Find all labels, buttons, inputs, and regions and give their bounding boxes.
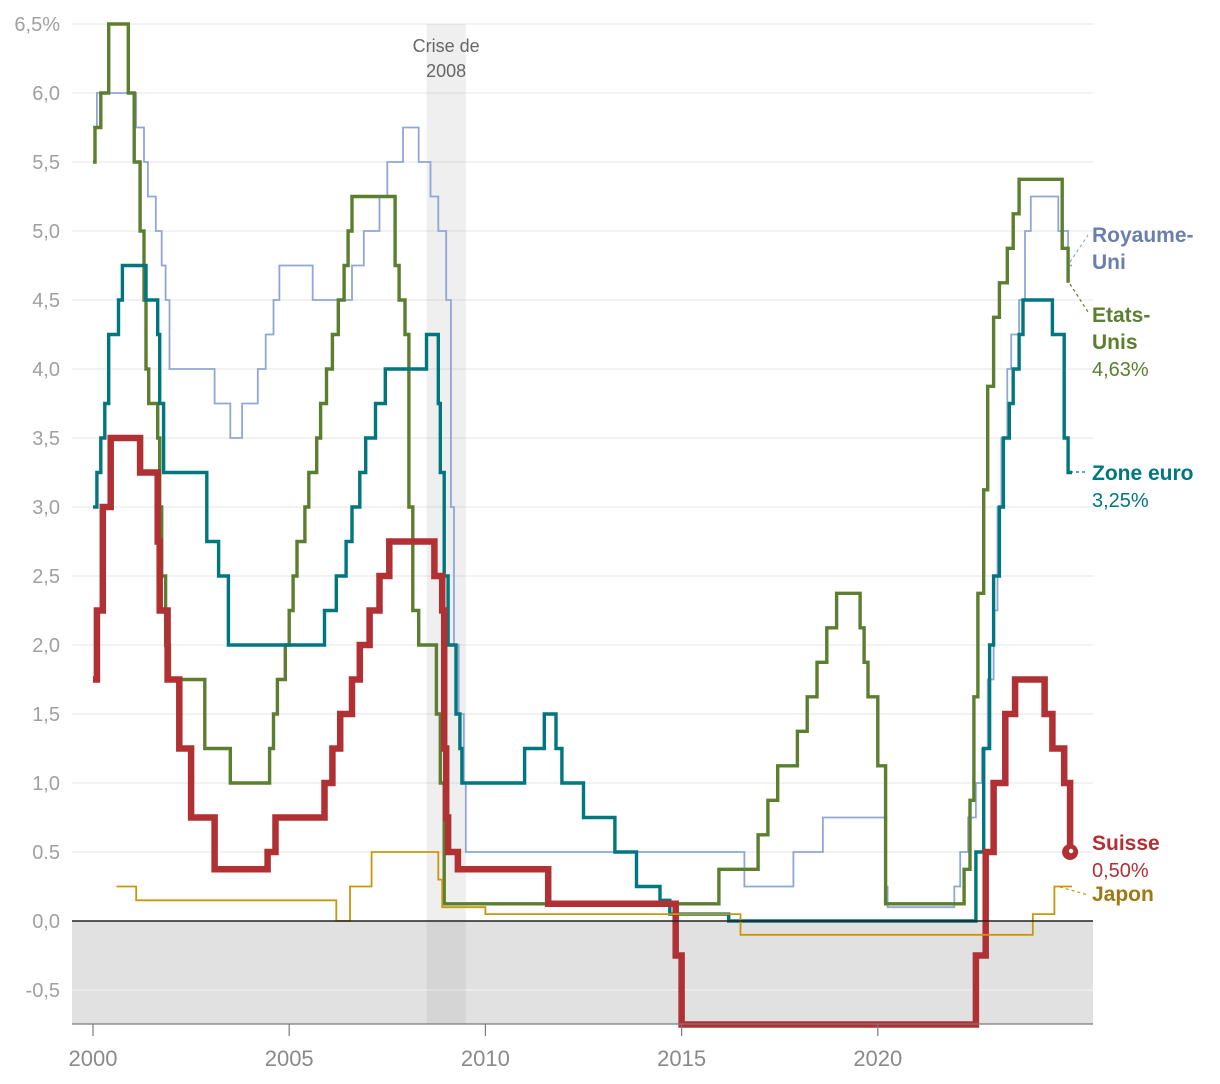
y-tick-label: 0.5 <box>32 842 60 864</box>
series-labels: Royaume- Uni Etats- Unis 4,63% Zone euro 3,25%… <box>1059 224 1194 906</box>
y-tick-label: 5,0 <box>32 221 60 243</box>
y-tick-label: 0,0 <box>32 911 60 933</box>
series-line-etats-unis <box>93 22 1070 906</box>
y-tick-label: 1,0 <box>32 773 60 795</box>
label-leader-etats-unis <box>1069 283 1089 313</box>
series-line-suisse <box>93 434 1074 1028</box>
label-leader-royaume-uni <box>1069 234 1089 263</box>
series-line-royaume-uni <box>93 92 1072 909</box>
series-lines <box>93 22 1079 1028</box>
x-tick-label: 2000 <box>69 1046 118 1071</box>
series-value-zone-euro: 3,25% <box>1092 490 1149 512</box>
series-label-royaume-uni: Royaume- <box>1092 224 1194 247</box>
series-value-etats-unis: 4,63% <box>1092 359 1149 381</box>
x-tick-label: 2010 <box>461 1046 510 1071</box>
series-label-etats-unis: Etats- <box>1092 304 1150 327</box>
y-tick-label: 4,5 <box>32 290 60 312</box>
x-tick-label: 2020 <box>853 1046 902 1071</box>
gridlines <box>72 23 1093 991</box>
crisis-label-line2: 2008 <box>426 61 466 81</box>
series-label-etats-unis: Unis <box>1092 331 1138 354</box>
crisis-2008-band <box>426 24 466 1024</box>
y-tick-label: 2,0 <box>32 635 60 657</box>
negative-zone-shading <box>72 921 1093 1024</box>
y-tick-label: 3,0 <box>32 497 60 519</box>
series-label-zone-euro: Zone euro <box>1092 462 1194 485</box>
y-tick-label: -0,5 <box>26 980 60 1002</box>
crisis-label-line1: Crise de <box>413 36 480 56</box>
y-tick-label: 4,0 <box>32 359 60 381</box>
series-line-japon <box>116 851 1072 936</box>
y-tick-label: 5,5 <box>32 152 60 174</box>
series-line-zone-euro <box>93 263 1072 923</box>
y-tick-label: 1,5 <box>32 704 60 726</box>
series-label-japon: Japon <box>1092 883 1154 906</box>
x-tick-label: 2005 <box>265 1046 314 1071</box>
y-tick-label: 2,5 <box>32 566 60 588</box>
series-label-royaume-uni: Uni <box>1092 251 1126 274</box>
x-tick-label: 2015 <box>657 1046 706 1071</box>
series-value-suisse: 0,50% <box>1092 860 1149 882</box>
series-label-suisse: Suisse <box>1092 832 1160 855</box>
label-leader-japon <box>1059 886 1089 896</box>
y-tick-label: 3,5 <box>32 428 60 450</box>
y-tick-label: 6,5% <box>14 14 60 36</box>
series-end-marker-dot <box>1068 848 1074 854</box>
y-tick-label: 6,0 <box>32 83 60 105</box>
